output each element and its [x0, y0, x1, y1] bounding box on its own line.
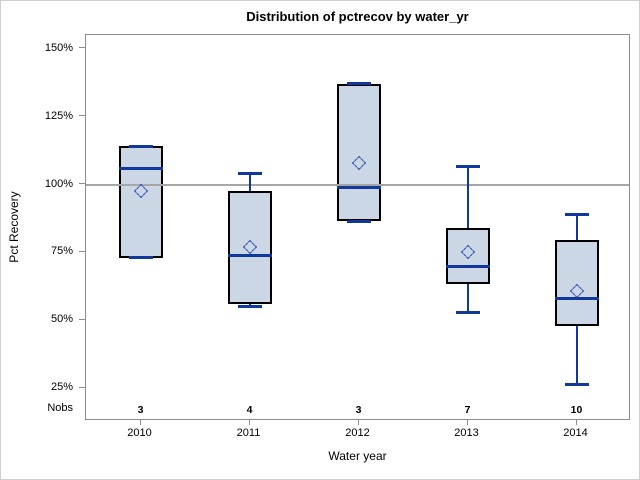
box [336, 83, 381, 222]
median-line [118, 166, 163, 170]
y-tick [79, 318, 85, 320]
whisker-cap-bottom [237, 305, 262, 309]
y-tick [79, 386, 85, 388]
x-tick [248, 420, 250, 425]
x-tick-label: 2014 [563, 427, 588, 439]
y-tick [79, 47, 85, 49]
x-tick-label: 2012 [345, 427, 370, 439]
y-tick-label: 150% [44, 41, 73, 54]
median-line [227, 253, 272, 257]
x-tick [357, 420, 359, 425]
median-line [445, 264, 490, 268]
whisker-lower [575, 325, 578, 385]
reference-line [86, 183, 629, 186]
median-line [336, 185, 381, 189]
whisker-cap-bottom [455, 310, 480, 314]
nobs-row-label: Nobs [47, 402, 73, 414]
x-tick-label: 2010 [127, 427, 152, 439]
box [445, 228, 490, 284]
whisker-upper [575, 214, 578, 241]
y-tick [79, 250, 85, 252]
box [227, 191, 272, 305]
nobs-value: 10 [570, 404, 583, 416]
box [554, 240, 599, 326]
y-tick [79, 183, 85, 184]
whisker-upper [466, 166, 469, 228]
whisker-cap-top [564, 212, 589, 216]
y-axis-title: Pct Recovery [7, 191, 21, 263]
y-tick [79, 115, 85, 117]
whisker-cap-top [128, 144, 153, 148]
x-tick-label: 2011 [236, 427, 261, 439]
median-line [554, 297, 599, 301]
whisker-cap-bottom [564, 382, 589, 386]
x-tick [575, 420, 577, 425]
y-tick-label: 75% [50, 245, 73, 258]
whisker-upper [248, 173, 251, 192]
x-tick [466, 420, 468, 425]
chart-title: Distribution of pctrecov by water_yr [246, 9, 469, 24]
nobs-value: 3 [355, 404, 362, 416]
x-tick-label: 2013 [454, 427, 479, 439]
x-axis-title: Water year [328, 449, 387, 463]
x-tick [139, 420, 141, 425]
nobs-value: 4 [246, 404, 253, 416]
nobs-value: 7 [464, 404, 471, 416]
y-tick-label: 50% [50, 313, 73, 326]
y-tick-label: 125% [44, 109, 73, 122]
y-tick-label: 100% [44, 177, 73, 190]
whisker-cap-top [455, 165, 480, 169]
nobs-value: 3 [137, 404, 144, 416]
box [118, 146, 163, 258]
y-tick-label: 25% [50, 381, 73, 394]
whisker-cap-bottom [128, 256, 153, 260]
plot-area: 3 4 3 7 10 [85, 34, 630, 420]
whisker-cap-bottom [346, 219, 371, 223]
whisker-cap-top [346, 82, 371, 86]
whisker-cap-top [237, 172, 262, 176]
whisker-lower [466, 283, 469, 313]
